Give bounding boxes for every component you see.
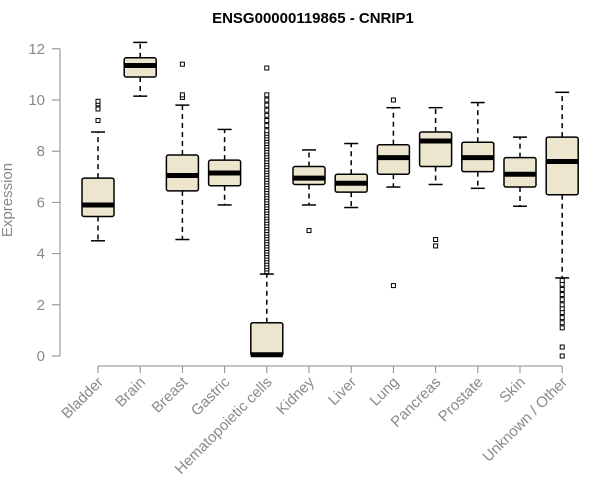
outlier-point [264, 102, 270, 108]
y-tick-label: 4 [37, 246, 45, 263]
x-tick-label: Breast [149, 373, 192, 416]
box-lung [376, 97, 411, 289]
outlier-point [264, 97, 270, 103]
y-tick-label: 0 [37, 348, 45, 365]
iqr-box [165, 154, 200, 192]
outlier-point [306, 228, 312, 234]
iqr-box [545, 136, 579, 196]
outlier-point [433, 243, 439, 249]
outlier-point [264, 128, 270, 134]
box-breast [165, 61, 200, 241]
outlier-point [264, 112, 270, 118]
box-liver [334, 142, 368, 209]
outlier-point [433, 237, 439, 243]
y-tick-label: 2 [37, 297, 45, 314]
box-bladder [81, 98, 115, 242]
box-hematopoietic-cells [250, 65, 284, 358]
outlier-point [559, 302, 565, 308]
iqr-box [418, 131, 453, 168]
box-pancreas [418, 106, 453, 249]
box-kidney [292, 149, 326, 234]
x-tick-label: Bladder [58, 374, 107, 423]
x-tick-label: Lung [367, 374, 403, 410]
outlier-point [390, 283, 396, 289]
outlier-point [264, 107, 270, 113]
box-skin [503, 136, 537, 207]
y-tick-label: 10 [28, 92, 45, 109]
outlier-point [559, 325, 565, 331]
outlier-point [390, 97, 396, 103]
y-tick-label: 8 [37, 143, 45, 160]
outlier-point [95, 106, 101, 112]
iqr-box [292, 165, 326, 186]
outlier-point [559, 286, 565, 292]
outlier-point [264, 117, 270, 123]
x-tick-label: Prostate [435, 374, 487, 426]
outlier-point [559, 353, 565, 359]
outlier-point [559, 320, 565, 326]
y-axis-label: Expression [0, 163, 16, 237]
outlier-point [264, 92, 270, 98]
outlier-point [179, 61, 185, 67]
outlier-point [559, 315, 565, 321]
y-tick-label: 12 [28, 41, 45, 58]
x-tick-label: Skin [496, 374, 529, 407]
box-brain [123, 41, 157, 97]
x-tick-label: Kidney [273, 373, 318, 418]
outlier-point [559, 277, 565, 283]
iqr-box [81, 177, 115, 218]
box-unknown-other [545, 91, 579, 359]
outlier-point [559, 344, 565, 350]
outlier-point [179, 92, 185, 98]
y-tick-label: 6 [37, 194, 45, 211]
outlier-point [559, 292, 565, 298]
iqr-box [250, 321, 284, 357]
x-tick-label: Liver [325, 374, 360, 409]
box-prostate [461, 101, 495, 190]
chart-title: ENSG00000119865 - CNRIP1 [212, 10, 414, 27]
x-tick-label: Brain [112, 374, 149, 411]
outlier-point [95, 117, 101, 123]
outlier-point [264, 123, 270, 129]
y-axis: 0 2 4 6 8 10 12 [28, 41, 61, 365]
box-series [81, 41, 579, 359]
outlier-point [95, 98, 101, 104]
box-gastric [207, 128, 242, 206]
outlier-point [559, 297, 565, 303]
outlier-point [264, 65, 270, 71]
